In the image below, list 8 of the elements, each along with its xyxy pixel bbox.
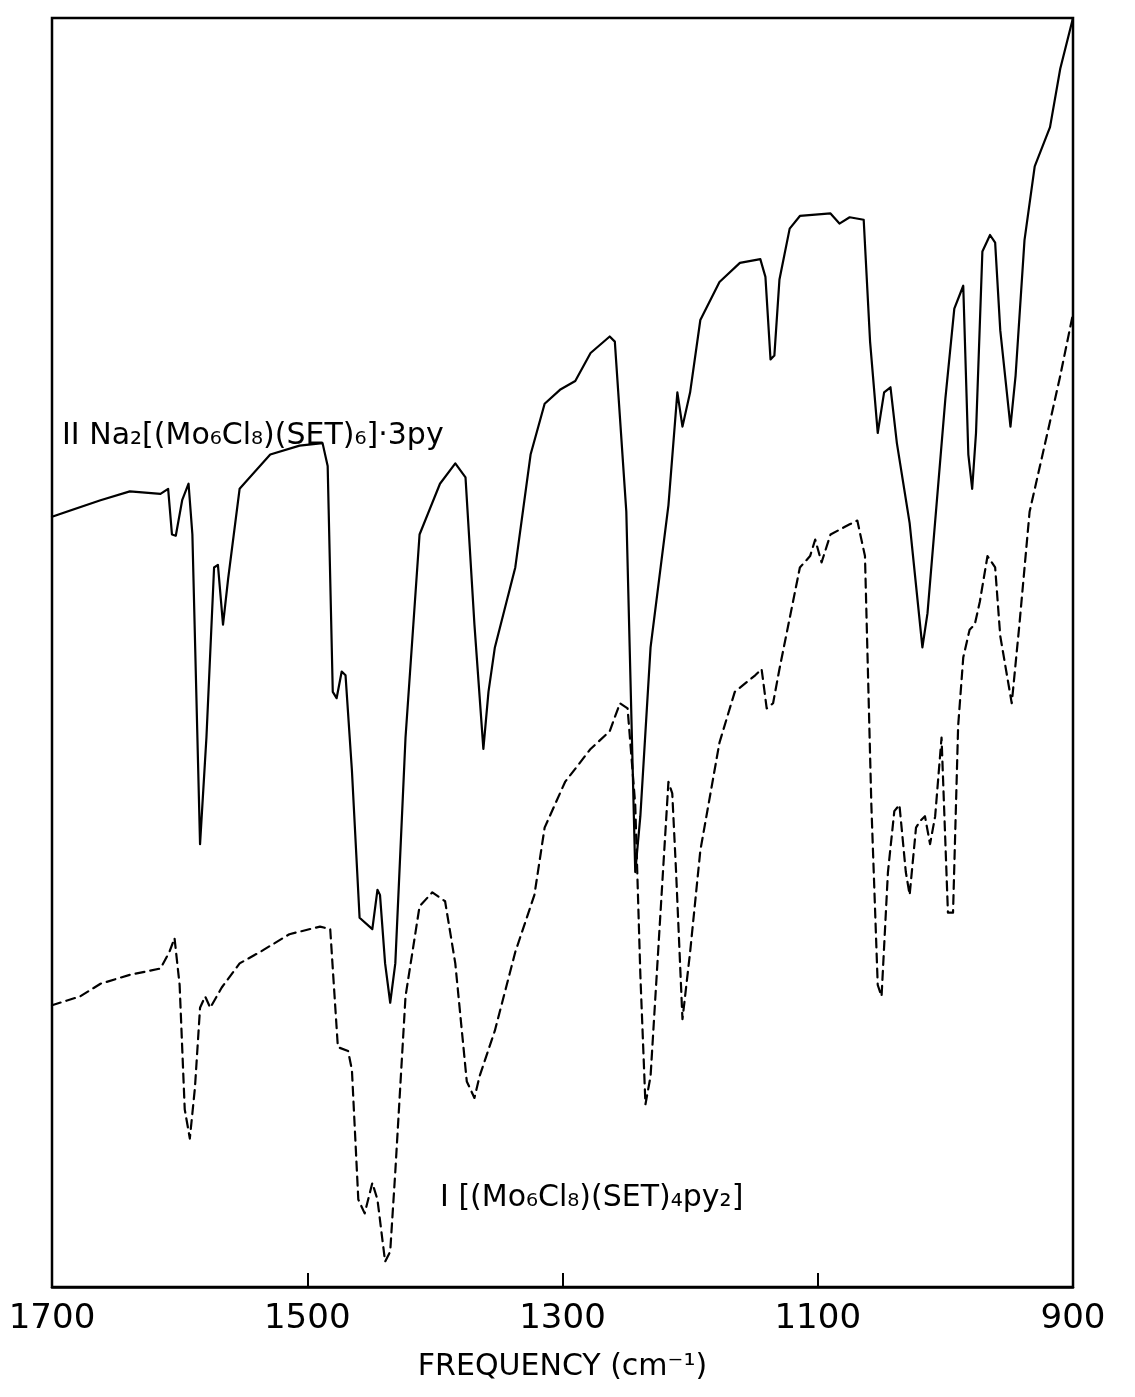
series-label: I [(Mo₆Cl₈)(SET)₄py₂]: [440, 1177, 744, 1213]
x-tick-label: 1500: [263, 1296, 351, 1336]
x-tick-label: 900: [1040, 1296, 1106, 1336]
x-tick-label: 1300: [519, 1296, 606, 1336]
series-label: II Na₂[(Mo₆Cl₈)(SET)₆]·3py: [62, 415, 444, 451]
x-tick-label: 1100: [774, 1296, 862, 1336]
x-axis-title: FREQUENCY (cm⁻¹): [417, 1346, 708, 1382]
x-tick-label: 1700: [8, 1296, 96, 1336]
